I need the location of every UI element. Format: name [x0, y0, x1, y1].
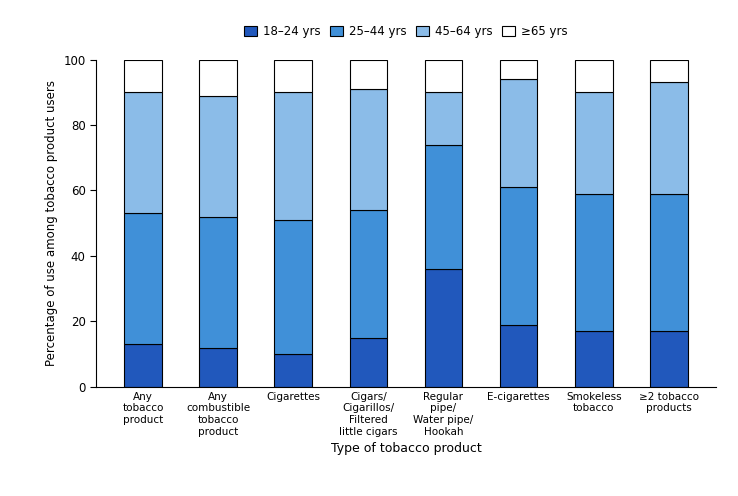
Bar: [500, 325, 537, 387]
Legend: 18–24 yrs, 25–44 yrs, 45–64 yrs, ≥65 yrs: 18–24 yrs, 25–44 yrs, 45–64 yrs, ≥65 yrs: [242, 23, 570, 41]
Bar: [575, 331, 613, 387]
Bar: [275, 354, 312, 387]
Bar: [275, 220, 312, 354]
Y-axis label: Percentage of use among tobacco product users: Percentage of use among tobacco product …: [45, 80, 58, 366]
Bar: [199, 348, 237, 387]
Bar: [199, 96, 237, 217]
Bar: [350, 89, 387, 210]
Bar: [124, 213, 162, 344]
Bar: [650, 331, 688, 387]
Bar: [199, 217, 237, 348]
Bar: [500, 60, 537, 79]
Bar: [575, 194, 613, 331]
Bar: [500, 187, 537, 325]
Bar: [124, 92, 162, 213]
Bar: [424, 269, 462, 387]
Bar: [575, 92, 613, 194]
Bar: [424, 92, 462, 145]
Bar: [124, 60, 162, 92]
Bar: [350, 60, 387, 89]
Bar: [424, 145, 462, 269]
Bar: [650, 82, 688, 194]
Bar: [650, 194, 688, 331]
Bar: [275, 60, 312, 92]
Bar: [650, 60, 688, 82]
X-axis label: Type of tobacco product: Type of tobacco product: [331, 442, 481, 455]
Bar: [424, 60, 462, 92]
Bar: [350, 210, 387, 338]
Bar: [500, 79, 537, 187]
Bar: [124, 344, 162, 387]
Bar: [199, 60, 237, 96]
Bar: [275, 92, 312, 220]
Bar: [575, 60, 613, 92]
Bar: [350, 338, 387, 387]
